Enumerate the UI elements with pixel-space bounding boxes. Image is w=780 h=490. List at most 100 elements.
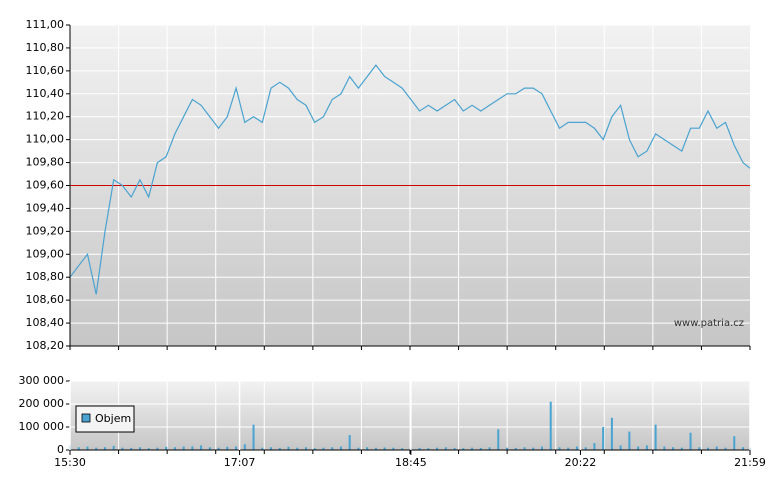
volume-bar: [77, 447, 80, 450]
volume-bar: [304, 447, 307, 450]
volume-bar: [287, 446, 290, 450]
y-tick-label: 108,60: [26, 293, 65, 306]
x-tick-label: 20:22: [565, 456, 597, 469]
volume-bar: [313, 448, 316, 450]
price-line: [69, 64, 751, 295]
volume-bar: [733, 436, 736, 450]
volume-bar: [453, 447, 456, 450]
volume-bar: [156, 447, 159, 450]
volume-bar: [252, 424, 255, 450]
volume-bar: [95, 447, 98, 450]
volume-bar: [366, 447, 369, 450]
volume-bar: [278, 447, 281, 450]
volume-bar: [628, 431, 631, 450]
volume-bar: [261, 447, 264, 450]
volume-bar: [663, 446, 666, 450]
volume-bar: [243, 444, 246, 450]
volume-bar: [602, 427, 605, 450]
volume-bar: [540, 446, 543, 450]
y-tick-label: 110,00: [26, 133, 65, 146]
volume-bar: [173, 447, 176, 450]
volume-bar: [130, 447, 133, 450]
x-tick-label: 21:59: [734, 456, 766, 469]
y-tick-label: 110,40: [26, 87, 65, 100]
legend-label: Objem: [95, 412, 131, 425]
volume-bar: [698, 447, 701, 450]
volume-bar: [514, 447, 517, 450]
volume-bar: [322, 447, 325, 450]
volume-bar: [471, 447, 474, 450]
y-tick-label: 108,40: [26, 316, 65, 329]
volume-bar: [593, 443, 596, 450]
volume-bar: [462, 448, 465, 450]
volume-bar: [217, 447, 220, 450]
volume-bar: [637, 446, 640, 450]
volume-bar: [339, 446, 342, 450]
volume-bar: [436, 447, 439, 450]
y-tick-label: 109,00: [26, 247, 65, 260]
y-tick-label: 108,80: [26, 270, 65, 283]
volume-bar: [86, 446, 89, 450]
volume-bar: [374, 447, 377, 450]
volume-bar: [506, 447, 509, 450]
volume-bar: [619, 445, 622, 450]
volume-bar: [532, 447, 535, 450]
volume-bar: [296, 447, 299, 450]
y-tick-label: 0: [57, 443, 64, 456]
volume-bar: [112, 445, 115, 450]
volume-bar: [331, 447, 334, 450]
volume-bar: [575, 446, 578, 450]
y-tick-label: 110,60: [26, 64, 65, 77]
volume-bar: [226, 446, 229, 450]
volume-bar: [191, 446, 194, 450]
volume-bar: [742, 447, 745, 450]
volume-bar: [348, 435, 351, 450]
volume-bar: [558, 447, 561, 450]
y-tick-label: 109,80: [26, 156, 65, 169]
volume-bar: [208, 447, 211, 450]
y-tick-label: 200 000: [19, 397, 65, 410]
y-tick-label: 111,00: [26, 18, 65, 31]
volume-bar: [165, 446, 168, 450]
volume-bar: [444, 447, 447, 450]
y-tick-label: 300 000: [19, 374, 65, 387]
volume-bar: [584, 447, 587, 450]
volume-bar: [715, 446, 718, 450]
volume-bar: [200, 445, 203, 450]
volume-bar: [549, 401, 552, 450]
volume-bar: [479, 447, 482, 450]
volume-bar: [235, 446, 238, 450]
volume-bar: [724, 447, 727, 450]
volume-bar: [523, 447, 526, 450]
volume-bar: [418, 447, 421, 450]
volume-bar: [488, 447, 491, 450]
y-tick-label: 110,80: [26, 41, 65, 54]
volume-bar: [645, 445, 648, 450]
volume-bar: [497, 429, 500, 450]
volume-bar: [270, 447, 273, 450]
volume-bar: [427, 448, 430, 450]
y-tick-label: 109,60: [26, 179, 65, 192]
volume-bar: [680, 447, 683, 450]
volume-bar: [392, 447, 395, 450]
x-tick-label: 17:07: [224, 456, 256, 469]
x-tick-label: 15:30: [54, 456, 86, 469]
watermark: www.patria.cz: [674, 318, 744, 329]
volume-bar: [672, 447, 675, 450]
volume-bar: [103, 447, 106, 450]
volume-bar: [147, 448, 150, 450]
volume-bar: [357, 447, 360, 450]
volume-bar: [182, 446, 185, 450]
volume-bar: [383, 447, 386, 450]
volume-bar: [689, 432, 692, 450]
x-tick-label: 18:45: [395, 456, 427, 469]
y-tick-label: 109,40: [26, 201, 65, 214]
y-tick-label: 108,20: [26, 339, 65, 352]
volume-bar: [610, 417, 613, 450]
legend-swatch: [81, 413, 91, 423]
volume-bar: [567, 447, 570, 450]
volume-bar: [707, 447, 710, 450]
volume-bar: [654, 424, 657, 450]
volume-bar: [138, 447, 141, 450]
